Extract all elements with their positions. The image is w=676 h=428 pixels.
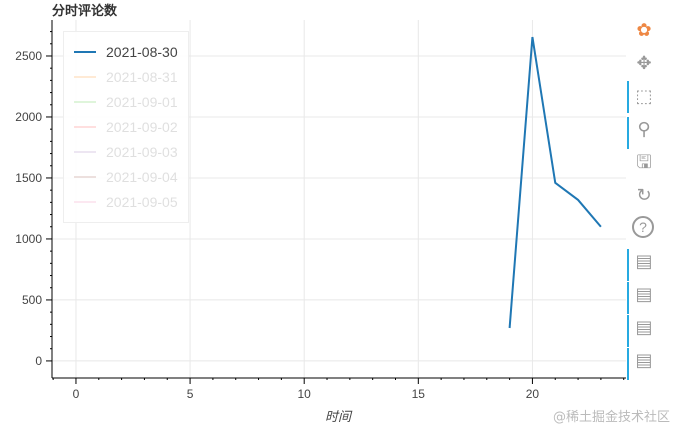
x-tick-label: 0 xyxy=(73,387,80,401)
legend-swatch xyxy=(74,51,96,53)
y-tick-label: 1500 xyxy=(15,171,42,185)
legend-item[interactable]: 2021-08-30 xyxy=(74,42,178,62)
save-icon[interactable]: 🖫 xyxy=(636,152,652,172)
legend-swatch xyxy=(74,151,96,153)
legend-swatch xyxy=(74,201,96,203)
legend-swatch xyxy=(74,76,96,78)
active-tool-indicator xyxy=(627,348,629,380)
y-tick-label: 0 xyxy=(35,354,42,368)
pan-icon[interactable]: ✥ xyxy=(636,53,652,73)
x-tick-label: 5 xyxy=(187,387,194,401)
legend-item[interactable]: 2021-09-01 xyxy=(74,92,178,112)
legend: 2021-08-30 2021-08-31 2021-09-01 2021-09-02… xyxy=(63,31,189,223)
active-tool-indicator xyxy=(627,315,629,347)
hover-icon[interactable]: ▤ xyxy=(635,350,653,370)
series-line-2021-08-30 xyxy=(508,36,602,329)
legend-item[interactable]: 2021-09-04 xyxy=(74,167,178,187)
legend-label: 2021-09-03 xyxy=(106,144,178,160)
legend-swatch xyxy=(74,126,96,128)
y-tick-label: 2000 xyxy=(15,110,42,124)
active-tool-indicator xyxy=(627,282,629,314)
x-axis-label: 时间 xyxy=(325,410,352,425)
wheel-zoom-icon[interactable]: ⚲ xyxy=(637,119,651,139)
legend-item[interactable]: 2021-08-31 xyxy=(74,67,178,87)
legend-item[interactable]: 2021-09-03 xyxy=(74,142,178,162)
y-tick-label: 2500 xyxy=(15,49,42,63)
bokeh-logo-icon[interactable]: ✿ xyxy=(636,20,652,40)
hover-icon[interactable]: ▤ xyxy=(635,284,653,304)
legend-label: 2021-09-02 xyxy=(106,119,178,135)
legend-label: 2021-08-31 xyxy=(106,69,178,85)
watermark: @稀土掘金技术社区 xyxy=(552,410,670,425)
hover-icon[interactable]: ▤ xyxy=(635,251,653,271)
active-tool-indicator xyxy=(627,117,629,149)
active-tool-indicator xyxy=(627,81,629,113)
legend-item[interactable]: 2021-09-02 xyxy=(74,117,178,137)
legend-item[interactable]: 2021-09-05 xyxy=(74,192,178,212)
legend-label: 2021-09-04 xyxy=(106,169,178,185)
x-tick-label: 15 xyxy=(412,387,426,401)
active-tool-indicator xyxy=(627,249,629,281)
box-zoom-icon[interactable]: ⬚ xyxy=(635,86,653,106)
legend-label: 2021-08-30 xyxy=(106,44,178,60)
legend-label: 2021-09-05 xyxy=(106,194,178,210)
x-tick-label: 10 xyxy=(298,387,312,401)
y-tick-label: 500 xyxy=(22,293,42,307)
y-tick-label: 1000 xyxy=(15,232,42,246)
reset-icon[interactable]: ↻ xyxy=(636,185,652,205)
chart-title: 分时评论数 xyxy=(52,4,118,19)
x-tick-label: 20 xyxy=(526,387,540,401)
legend-swatch xyxy=(74,101,96,103)
legend-label: 2021-09-01 xyxy=(106,94,178,110)
help-icon[interactable]: ? xyxy=(632,216,654,238)
hover-icon[interactable]: ▤ xyxy=(635,317,653,337)
legend-swatch xyxy=(74,176,96,178)
